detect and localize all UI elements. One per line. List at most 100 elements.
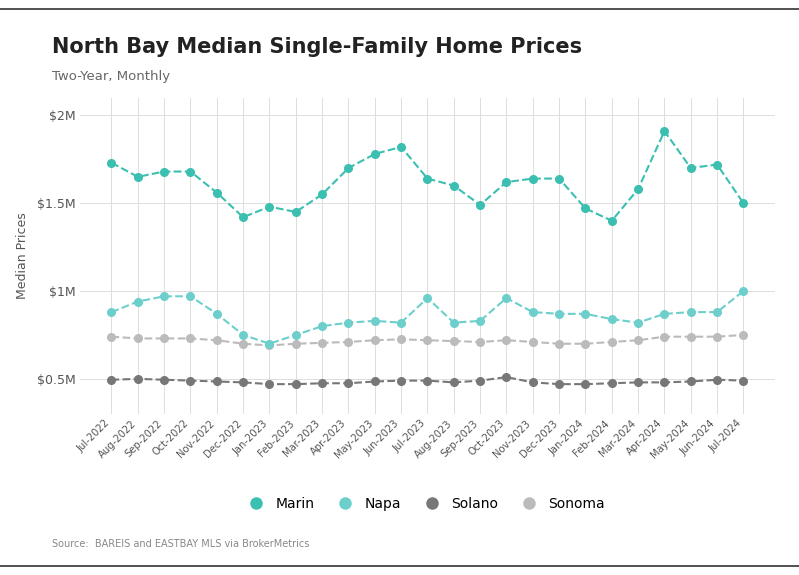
Sonoma: [528, 339, 538, 346]
Sonoma: [555, 340, 564, 347]
Napa: [449, 319, 459, 326]
Marin: [264, 203, 274, 210]
Marin: [738, 200, 748, 206]
Legend: Marin, Napa, Solano, Sonoma: Marin, Napa, Solano, Sonoma: [237, 491, 610, 516]
Solano: [634, 379, 643, 386]
Solano: [212, 378, 221, 385]
Solano: [738, 377, 748, 384]
Solano: [396, 377, 406, 384]
Solano: [291, 381, 300, 388]
Napa: [317, 323, 327, 329]
Marin: [555, 175, 564, 182]
Marin: [370, 151, 380, 158]
Napa: [107, 309, 117, 316]
Napa: [185, 293, 195, 300]
Sonoma: [107, 334, 117, 340]
Solano: [159, 376, 169, 383]
Solano: [607, 380, 617, 387]
Solano: [660, 379, 670, 386]
Napa: [159, 293, 169, 300]
Napa: [660, 310, 670, 317]
Napa: [634, 319, 643, 326]
Line: Sonoma: Sonoma: [108, 331, 747, 349]
Solano: [423, 377, 432, 384]
Sonoma: [449, 338, 459, 344]
Sonoma: [370, 337, 380, 344]
Sonoma: [133, 335, 143, 342]
Napa: [555, 310, 564, 317]
Text: Two-Year, Monthly: Two-Year, Monthly: [52, 70, 170, 83]
Sonoma: [159, 335, 169, 342]
Marin: [317, 191, 327, 198]
Marin: [449, 182, 459, 189]
Napa: [264, 340, 274, 347]
Solano: [344, 380, 353, 387]
Sonoma: [264, 342, 274, 349]
Line: Solano: Solano: [108, 373, 747, 388]
Sonoma: [607, 339, 617, 346]
Marin: [686, 164, 696, 171]
Sonoma: [423, 337, 432, 344]
Marin: [660, 128, 670, 135]
Text: North Bay Median Single-Family Home Prices: North Bay Median Single-Family Home Pric…: [52, 37, 582, 58]
Napa: [344, 319, 353, 326]
Marin: [634, 186, 643, 193]
Solano: [555, 381, 564, 388]
Solano: [238, 379, 248, 386]
Line: Napa: Napa: [108, 287, 747, 347]
Napa: [370, 317, 380, 324]
Line: Marin: Marin: [108, 127, 747, 225]
Sonoma: [185, 335, 195, 342]
Solano: [107, 376, 117, 383]
Text: Source:  BAREIS and EASTBAY MLS via BrokerMetrics: Source: BAREIS and EASTBAY MLS via Broke…: [52, 539, 309, 549]
Marin: [291, 209, 300, 216]
Solano: [475, 377, 485, 384]
Sonoma: [317, 339, 327, 346]
Napa: [133, 298, 143, 305]
Solano: [185, 377, 195, 384]
Sonoma: [634, 337, 643, 344]
Marin: [423, 175, 432, 182]
Napa: [291, 331, 300, 338]
Marin: [475, 201, 485, 208]
Solano: [370, 378, 380, 385]
Marin: [607, 217, 617, 224]
Marin: [528, 175, 538, 182]
Sonoma: [502, 337, 511, 344]
Solano: [686, 378, 696, 385]
Marin: [502, 179, 511, 186]
Sonoma: [291, 340, 300, 347]
Napa: [581, 310, 590, 317]
Marin: [238, 214, 248, 221]
Solano: [581, 381, 590, 388]
Napa: [423, 294, 432, 301]
Napa: [686, 309, 696, 316]
Marin: [581, 205, 590, 212]
Sonoma: [713, 334, 722, 340]
Sonoma: [238, 340, 248, 347]
Y-axis label: Median Prices: Median Prices: [16, 213, 29, 299]
Sonoma: [475, 339, 485, 346]
Solano: [133, 375, 143, 382]
Marin: [107, 159, 117, 166]
Solano: [449, 379, 459, 386]
Napa: [502, 294, 511, 301]
Napa: [475, 317, 485, 324]
Solano: [713, 376, 722, 383]
Sonoma: [686, 334, 696, 340]
Napa: [212, 310, 221, 317]
Sonoma: [738, 331, 748, 338]
Napa: [713, 309, 722, 316]
Sonoma: [581, 340, 590, 347]
Marin: [133, 174, 143, 181]
Solano: [264, 381, 274, 388]
Marin: [212, 189, 221, 196]
Solano: [528, 379, 538, 386]
Napa: [396, 319, 406, 326]
Marin: [159, 168, 169, 175]
Napa: [607, 316, 617, 323]
Marin: [185, 168, 195, 175]
Napa: [238, 331, 248, 338]
Marin: [713, 161, 722, 168]
Marin: [396, 144, 406, 151]
